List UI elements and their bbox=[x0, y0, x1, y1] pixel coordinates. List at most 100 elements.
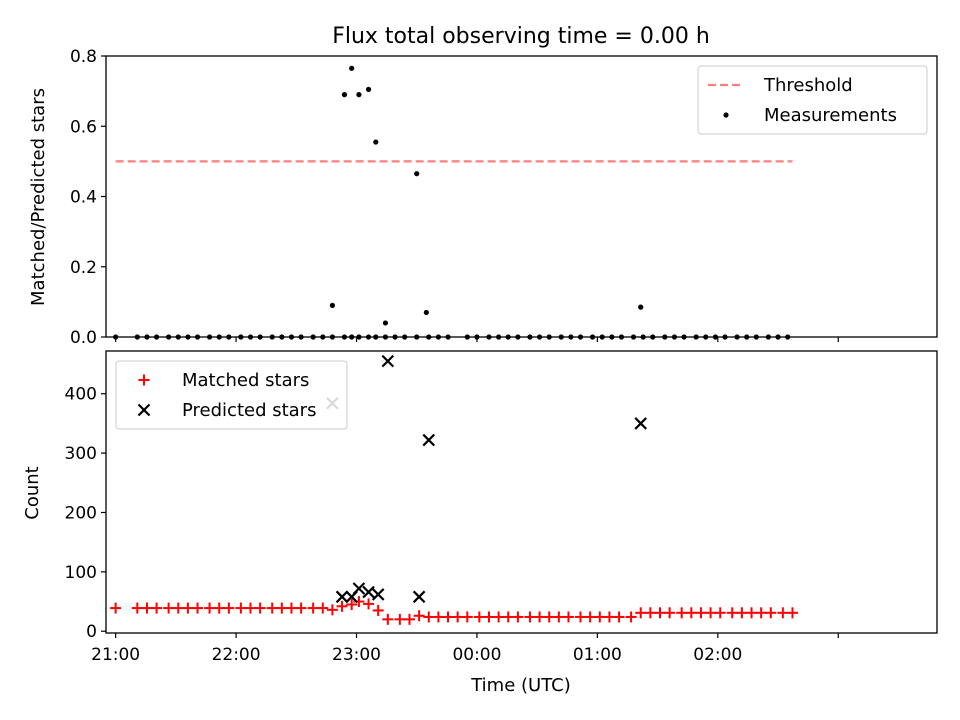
bottom-matched-stars-point bbox=[562, 611, 574, 623]
bottom-matched-stars-point bbox=[432, 611, 444, 623]
bottom-matched-stars-point bbox=[473, 611, 485, 623]
bottom-panel: 21:00 22:00 23:00 00:00 01:00 02:00 0 100 200 30… bbox=[22, 350, 938, 696]
bottom-x-tick-label: 00:00 bbox=[452, 645, 501, 665]
top-y-axis-label: Matched/Predicted stars bbox=[28, 88, 49, 306]
top-y-tick-label: 0.8 bbox=[70, 47, 97, 67]
bottom-x-tick-label: 23:00 bbox=[332, 645, 381, 665]
bottom-matched-stars-point bbox=[553, 611, 565, 623]
bottom-matched-stars-point bbox=[336, 600, 348, 612]
bottom-matched-stars-point bbox=[755, 607, 767, 619]
bottom-matched-stars-point bbox=[131, 602, 143, 614]
top-panel: 0.00.20.40.60.8 Matched/Predicted stars … bbox=[28, 47, 938, 348]
bottom-x-tick-label: 22:00 bbox=[212, 645, 261, 665]
top-y-ticks: 0.0 0.2 0.4 0.6 0.8 bbox=[70, 47, 106, 348]
bottom-matched-stars-point bbox=[493, 611, 505, 623]
bottom-matched-stars-point bbox=[714, 607, 726, 619]
top-extra-2-point bbox=[638, 304, 644, 310]
bottom-matched-stars-point bbox=[382, 613, 394, 625]
bottom-matched-stars-point bbox=[326, 604, 338, 616]
bottom-matched-stars-point bbox=[575, 611, 587, 623]
bottom-y-tick-label: 400 bbox=[65, 385, 97, 405]
bottom-series-matched-stars bbox=[110, 596, 798, 625]
top-legend-label-threshold: Threshold bbox=[763, 75, 853, 96]
top-legend-box bbox=[697, 65, 928, 135]
top-series-extra-2 bbox=[329, 65, 644, 326]
bottom-matched-stars-point bbox=[172, 602, 184, 614]
bottom-legend-label-predicted-stars: Predicted stars bbox=[182, 400, 316, 421]
top-extra-2-point bbox=[329, 302, 336, 308]
bottom-matched-stars-point bbox=[644, 607, 656, 619]
bottom-matched-stars-point bbox=[534, 611, 546, 623]
bottom-matched-stars-point bbox=[736, 607, 748, 619]
bottom-legend-label-matched-stars: Matched stars bbox=[182, 370, 309, 391]
bottom-predicted-stars-point bbox=[371, 588, 385, 601]
top-x-ticks bbox=[115, 337, 839, 342]
bottom-matched-stars-point bbox=[276, 602, 288, 614]
bottom-matched-stars-point bbox=[524, 611, 536, 623]
bottom-predicted-stars-point bbox=[335, 590, 349, 604]
bottom-matched-stars-point bbox=[483, 611, 495, 623]
bottom-y-axis-label: Count bbox=[22, 466, 43, 519]
bottom-matched-stars-point bbox=[726, 607, 738, 619]
bottom-matched-stars-point bbox=[295, 602, 307, 614]
bottom-matched-stars-point bbox=[235, 602, 247, 614]
bottom-matched-stars-point bbox=[223, 602, 235, 614]
top-extra-2-point bbox=[349, 65, 355, 71]
bottom-predicted-stars-point bbox=[422, 433, 436, 447]
bottom-matched-stars-point bbox=[512, 611, 524, 623]
bottom-matched-stars-point bbox=[664, 607, 676, 619]
bottom-y-tick-label: 0 bbox=[86, 622, 97, 642]
bottom-matched-stars-point bbox=[413, 610, 425, 622]
bottom-matched-stars-point bbox=[654, 607, 666, 619]
bottom-y-tick-label: 300 bbox=[65, 444, 97, 464]
bottom-matched-stars-point bbox=[192, 602, 204, 614]
bottom-matched-stars-point bbox=[245, 602, 257, 614]
bottom-matched-stars-point bbox=[746, 607, 758, 619]
top-legend: Threshold Measurements bbox=[697, 65, 928, 135]
top-y-tick-label: 0.2 bbox=[70, 258, 97, 278]
bottom-y-ticks: 0 100 200 300 400 bbox=[65, 385, 106, 642]
bottom-matched-stars-point bbox=[461, 611, 473, 623]
bottom-plot-area bbox=[110, 354, 798, 625]
bottom-matched-stars-point bbox=[213, 602, 225, 614]
bottom-matched-stars-point bbox=[254, 602, 266, 614]
bottom-predicted-stars-point bbox=[362, 585, 375, 599]
top-extra-2-point bbox=[382, 320, 389, 326]
bottom-matched-stars-point bbox=[777, 607, 789, 619]
bottom-matched-stars-point bbox=[163, 602, 175, 614]
bottom-matched-stars-point bbox=[676, 607, 688, 619]
bottom-x-ticks: 21:00 22:00 23:00 00:00 01:00 02:00 bbox=[91, 633, 839, 665]
bottom-matched-stars-point bbox=[695, 607, 707, 619]
bottom-x-axis-label: Time (UTC) bbox=[470, 675, 571, 696]
bottom-matched-stars-point bbox=[141, 602, 153, 614]
top-legend-label-measurements: Measurements bbox=[764, 105, 897, 126]
bottom-matched-stars-point bbox=[442, 611, 454, 623]
bottom-matched-stars-point bbox=[543, 611, 555, 623]
bottom-matched-stars-point bbox=[705, 607, 717, 619]
bottom-matched-stars-point bbox=[372, 604, 384, 616]
bottom-matched-stars-point bbox=[403, 613, 415, 625]
bottom-matched-stars-point bbox=[685, 607, 697, 619]
top-y-tick-label: 0.6 bbox=[70, 117, 97, 137]
top-extra-2-point bbox=[414, 171, 420, 177]
bottom-matched-stars-point bbox=[765, 607, 777, 619]
bottom-matched-stars-point bbox=[317, 602, 329, 614]
bottom-matched-stars-point bbox=[346, 599, 358, 611]
bottom-x-tick-label: 01:00 bbox=[573, 645, 622, 665]
bottom-predicted-stars-point bbox=[381, 354, 395, 368]
bottom-matched-stars-point bbox=[594, 611, 606, 623]
top-extra-2-point bbox=[423, 309, 429, 316]
top-extra-2-point bbox=[341, 92, 348, 98]
bottom-predicted-stars-point bbox=[352, 582, 366, 595]
bottom-matched-stars-point bbox=[786, 607, 798, 619]
bottom-matched-stars-point bbox=[204, 602, 216, 614]
bottom-matched-stars-point bbox=[110, 602, 122, 614]
bottom-legend: Matched stars Predicted stars bbox=[115, 360, 348, 430]
top-extra-2-point bbox=[365, 86, 372, 92]
bottom-x-tick-label: 02:00 bbox=[693, 645, 742, 665]
bottom-legend-swatch-matched-stars bbox=[138, 374, 150, 386]
top-y-tick-label: 0.4 bbox=[70, 188, 97, 208]
top-extra-2-point bbox=[373, 139, 379, 145]
bottom-axes-frame bbox=[105, 350, 938, 634]
bottom-matched-stars-point bbox=[307, 602, 319, 614]
